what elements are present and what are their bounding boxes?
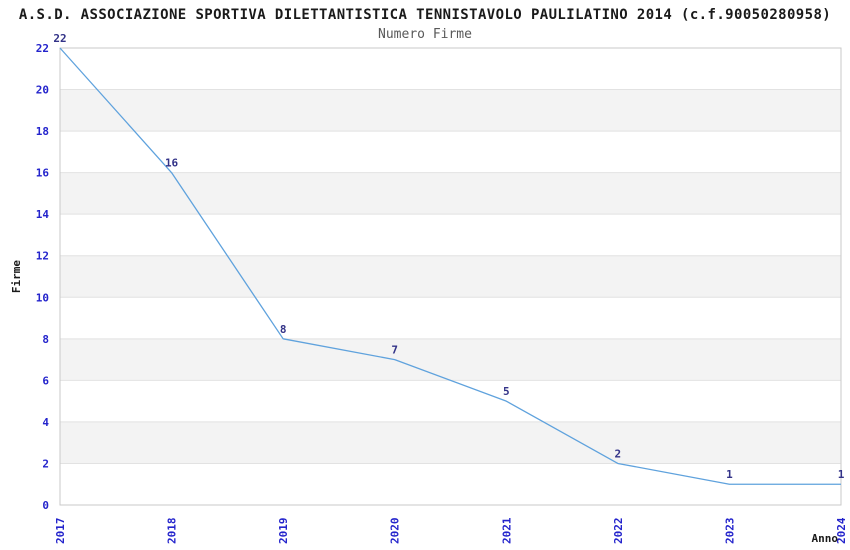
x-tick-label: 2019 xyxy=(277,518,290,545)
data-point-label: 8 xyxy=(280,323,287,336)
y-tick-label: 8 xyxy=(42,333,49,346)
y-tick-label: 20 xyxy=(36,84,49,97)
data-point-label: 16 xyxy=(165,157,179,170)
y-tick-label: 10 xyxy=(36,291,49,304)
plot-band xyxy=(60,421,841,464)
x-tick-label: 2022 xyxy=(612,518,625,545)
x-axis-title: Anno xyxy=(812,532,839,545)
x-tick-label: 2018 xyxy=(166,518,179,545)
y-tick-label: 18 xyxy=(36,125,49,138)
x-tick-label: 2024 xyxy=(835,517,848,544)
chart-title: A.S.D. ASSOCIAZIONE SPORTIVA DILETTANTIS… xyxy=(18,7,832,23)
plot-border xyxy=(59,47,842,506)
data-point-label: 22 xyxy=(53,32,66,45)
data-point-label: 1 xyxy=(838,468,845,481)
data-point-label: 7 xyxy=(391,344,398,357)
plot-band xyxy=(60,338,841,381)
x-tick-label: 2020 xyxy=(389,518,402,545)
y-tick-label: 16 xyxy=(36,167,50,180)
y-tick-label: 0 xyxy=(42,499,49,512)
data-point-label: 2 xyxy=(615,447,622,460)
x-tick-label: 2021 xyxy=(500,517,513,544)
y-tick-label: 12 xyxy=(36,250,49,263)
y-axis-title: Firme xyxy=(10,260,23,293)
x-tick-label: 2023 xyxy=(723,518,736,545)
data-point-label: 1 xyxy=(726,468,733,481)
plot-band xyxy=(60,172,841,215)
data-point-label: 5 xyxy=(503,385,510,398)
x-tick-label: 2017 xyxy=(54,518,67,545)
data-line xyxy=(59,47,841,485)
plot-band xyxy=(60,89,841,132)
plot-band xyxy=(60,255,841,298)
y-tick-label: 2 xyxy=(42,457,49,470)
y-tick-label: 6 xyxy=(42,374,49,387)
chart-subtitle: Numero Firme xyxy=(378,27,472,42)
y-tick-label: 14 xyxy=(36,208,50,221)
y-tick-label: 4 xyxy=(42,416,49,429)
y-tick-label: 22 xyxy=(36,42,49,55)
